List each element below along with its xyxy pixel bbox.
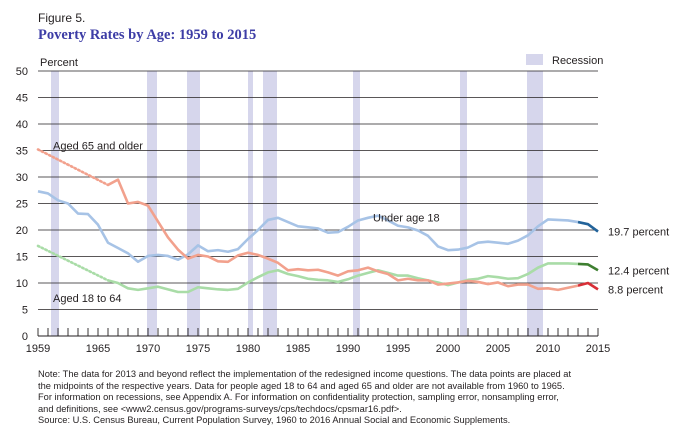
- series-line: [37, 190, 579, 264]
- y-tick-label: 30: [16, 172, 28, 184]
- y-tick-label: 0: [22, 331, 28, 343]
- y-tick-label: 15: [16, 252, 28, 264]
- y-tick-label: 45: [16, 93, 28, 105]
- end-value-label: 12.4 percent: [608, 265, 669, 277]
- series-annotation: Aged 65 and older: [53, 141, 143, 153]
- y-tick-label: 10: [16, 278, 28, 290]
- series-annotation: Under age 18: [373, 212, 440, 224]
- x-tick-label: 2015: [586, 343, 610, 355]
- end-value-label: 8.8 percent: [608, 284, 663, 296]
- series-line-2013-on: [577, 220, 599, 233]
- end-value-label: 19.7 percent: [608, 227, 669, 239]
- series-line-2013-on: [577, 262, 599, 272]
- x-tick-label: 1965: [86, 343, 110, 355]
- series-line-2013-on: [577, 281, 599, 291]
- x-tick-label: 1995: [386, 343, 410, 355]
- series-annotation: Aged 18 to 64: [53, 293, 122, 305]
- x-tick-label: 1980: [236, 343, 260, 355]
- x-tick-label: 1990: [336, 343, 360, 355]
- note-line: and definitions, see <www2.census.gov/pr…: [38, 403, 402, 414]
- note-line: the midpoints of the respective years. D…: [38, 380, 565, 391]
- legend-swatch: [526, 54, 543, 65]
- chart-title: Poverty Rates by Age: 1959 to 2015: [38, 27, 257, 43]
- series-line: [107, 262, 579, 294]
- x-tick-label: 1975: [186, 343, 210, 355]
- y-tick-label: 25: [16, 199, 28, 211]
- legend-label: Recession: [552, 55, 603, 67]
- x-tick-label: 1970: [136, 343, 160, 355]
- figure-label: Figure 5.: [38, 11, 86, 25]
- note-line: Note: The data for 2013 and beyond refle…: [38, 369, 572, 379]
- y-tick-label: 50: [16, 66, 28, 78]
- series-lines: [36, 148, 599, 294]
- estimated-segment: [36, 148, 110, 187]
- x-tick-label: 2010: [536, 343, 560, 355]
- axes: [37, 328, 599, 337]
- source-line: Source: U.S. Census Bureau, Current Popu…: [38, 415, 511, 426]
- gridlines: [38, 70, 598, 310]
- y-tick-label: 20: [16, 225, 28, 237]
- x-tick-label: 2000: [436, 343, 460, 355]
- estimated-segment: [36, 244, 110, 282]
- y-tick-label: 35: [16, 146, 28, 158]
- x-tick-label: 2005: [486, 343, 510, 355]
- series-line: [107, 178, 579, 292]
- chart-text: 0 5 10 15 20 25 30 35 40 45 50 Percent 1959 1965 1970 1…: [16, 54, 669, 355]
- y-tick-label: 5: [22, 305, 28, 317]
- chart-notes: Note: The data for 2013 and beyond refle…: [38, 369, 678, 427]
- y-tick-label: 40: [16, 119, 28, 131]
- y-axis-title: Percent: [40, 57, 78, 69]
- x-tick-label: 1985: [286, 343, 310, 355]
- x-tick-label: 1959: [26, 343, 50, 355]
- note-line: For information on recessions, see Appen…: [38, 392, 559, 403]
